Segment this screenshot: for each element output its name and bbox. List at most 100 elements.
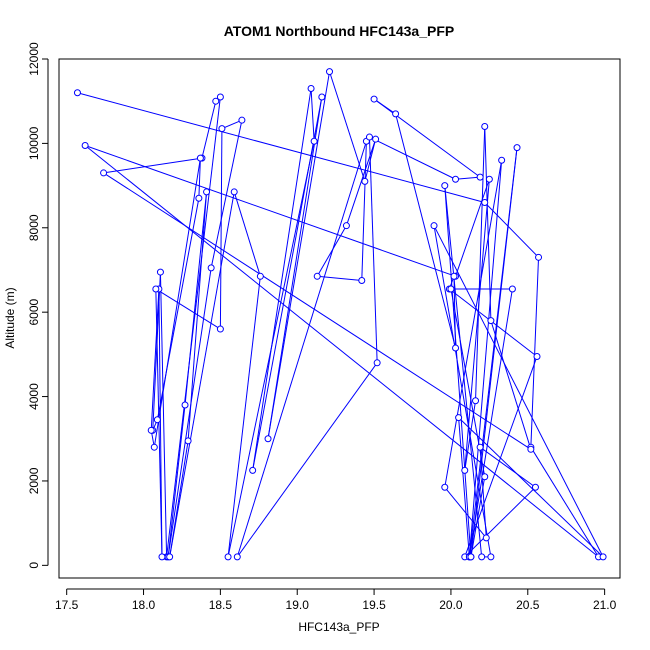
y-axis: 0 2000 4000 6000 8000 10000 12000: [27, 42, 49, 569]
data-point: [207, 264, 215, 272]
series-points: [73, 68, 607, 561]
data-point: [481, 123, 489, 131]
series-segment: [464, 179, 490, 471]
series-segment: [433, 225, 604, 558]
x-tick-label: 17.5: [55, 598, 79, 612]
series-segment: [233, 191, 261, 277]
data-point: [498, 156, 506, 164]
data-point: [455, 414, 463, 422]
data-point: [156, 268, 164, 276]
data-point: [230, 188, 238, 196]
series-segment: [158, 288, 163, 557]
data-point: [485, 175, 493, 183]
data-point: [513, 144, 521, 152]
series-segment: [479, 446, 536, 488]
x-axis: 17.5 18.0 18.5 19.0 19.5 20.0 20.5 21.0: [55, 588, 617, 612]
x-tick-label: 21.0: [593, 598, 617, 612]
series-segment: [361, 141, 367, 281]
data-point: [535, 253, 543, 261]
data-point: [256, 272, 264, 280]
y-tick-label: 10000: [27, 126, 41, 160]
series-segment: [252, 96, 323, 471]
series-segment: [345, 139, 377, 226]
x-tick-label: 19.0: [286, 598, 310, 612]
series-segment: [219, 128, 223, 330]
data-point: [152, 285, 160, 293]
series-segment: [433, 225, 492, 557]
y-axis-label: Altitude (m): [3, 287, 17, 348]
series-segment: [455, 179, 490, 277]
data-point: [147, 426, 155, 434]
data-point: [81, 142, 89, 149]
series-segment: [444, 185, 483, 557]
data-point: [481, 473, 489, 481]
series-segment: [329, 71, 366, 182]
data-point: [365, 133, 373, 141]
series-segment: [155, 288, 221, 330]
data-point: [372, 135, 380, 143]
data-point: [195, 194, 203, 202]
series-segment: [159, 272, 168, 557]
x-axis-label: HFC143a_PFP: [298, 620, 379, 634]
series-segment: [252, 88, 312, 471]
series-segment: [150, 288, 160, 431]
data-point: [599, 553, 607, 561]
y-tick-label: 12000: [27, 42, 41, 76]
data-point: [216, 325, 224, 333]
data-point: [533, 352, 541, 360]
data-point: [370, 95, 378, 103]
series-segment: [395, 113, 457, 349]
series-segment: [490, 320, 532, 450]
series-segment: [166, 96, 221, 557]
data-point: [342, 222, 350, 230]
data-point: [447, 285, 455, 293]
data-point: [218, 125, 226, 133]
series-segment: [184, 191, 208, 406]
data-point: [150, 443, 158, 451]
series-segment: [227, 276, 261, 557]
series-segment: [373, 98, 481, 178]
series-segment: [84, 145, 456, 277]
series-segment: [167, 267, 212, 557]
data-point: [361, 177, 369, 185]
series-segment: [464, 486, 536, 558]
series-segment: [103, 157, 203, 174]
series-segment: [468, 288, 513, 557]
series-segment: [201, 101, 217, 159]
data-point: [472, 397, 480, 405]
data-point: [452, 344, 460, 352]
data-point: [216, 93, 224, 101]
data-point: [482, 534, 490, 542]
series-lines: [77, 71, 604, 558]
data-point: [264, 435, 272, 443]
series-segment: [444, 185, 472, 557]
series-segment: [310, 88, 315, 142]
y-tick-label: 6000: [27, 299, 41, 326]
series-segment: [470, 147, 518, 557]
data-point: [392, 110, 400, 118]
data-point: [452, 175, 460, 183]
data-point: [307, 85, 315, 93]
series-segment: [530, 257, 540, 448]
data-point: [224, 553, 232, 561]
data-point: [158, 553, 166, 561]
data-point: [310, 137, 318, 145]
x-tick-label: 18.5: [209, 598, 233, 612]
series-segment: [444, 160, 503, 488]
series-segment: [167, 404, 186, 557]
data-point: [461, 466, 469, 474]
series-segment: [369, 136, 456, 180]
data-point: [487, 317, 495, 325]
data-point: [430, 222, 438, 230]
data-point: [508, 285, 516, 293]
series-segment: [368, 137, 378, 363]
data-point: [326, 68, 334, 76]
data-point: [313, 272, 321, 280]
series-segment: [267, 96, 323, 439]
chart-title: ATOM1 Northbound HFC143a_PFP: [224, 23, 455, 39]
plot-frame: [58, 58, 621, 579]
data-point: [441, 483, 449, 491]
x-tick-label: 20.5: [516, 598, 540, 612]
